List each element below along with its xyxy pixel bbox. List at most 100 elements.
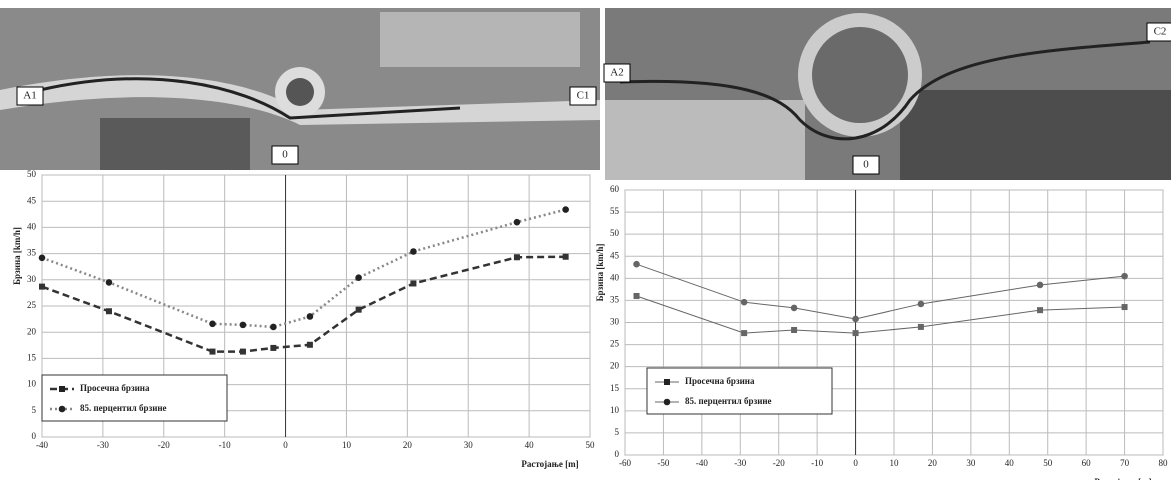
y-tick-label: 55 <box>610 206 620 216</box>
point <box>1037 282 1044 289</box>
y-tick-label: 40 <box>610 272 620 282</box>
point <box>562 206 569 213</box>
y-tick-label: 20 <box>610 361 620 371</box>
y-tick-label: 45 <box>27 195 37 205</box>
point <box>514 219 521 226</box>
y-tick-label: 50 <box>610 228 620 238</box>
point <box>563 254 569 260</box>
y-tick-label: 25 <box>27 300 37 310</box>
point <box>307 342 313 348</box>
x-tick-label: 70 <box>1120 458 1130 468</box>
x-tick-label: 0 <box>283 440 288 450</box>
y-tick-label: 30 <box>27 274 37 284</box>
y-tick-label: 15 <box>610 383 620 393</box>
x-tick-label: -40 <box>36 440 48 450</box>
legend-box <box>42 375 227 421</box>
point <box>741 299 748 306</box>
x-tick-label: 0 <box>853 458 858 468</box>
x-tick-label: -20 <box>773 458 785 468</box>
y-tick-label: 30 <box>610 317 620 327</box>
legend-label: 85. перцентил брзине <box>80 403 167 413</box>
x-tick-label: -20 <box>158 440 170 450</box>
photo-label: 0 <box>863 159 869 171</box>
legend-marker <box>59 406 66 413</box>
point <box>791 305 798 312</box>
point <box>1037 307 1043 313</box>
x-tick-label: 50 <box>586 440 596 450</box>
photo-label: C2 <box>1154 26 1167 38</box>
point <box>633 261 640 268</box>
point <box>240 322 247 329</box>
legend-marker <box>59 386 65 392</box>
legend-label: Просечна брзина <box>685 376 755 386</box>
x-tick-label: 40 <box>525 440 535 450</box>
aerial-photo <box>0 8 600 170</box>
y-axis-label: Брзина [km/h] <box>12 227 22 285</box>
x-axis-label: Растојање [m] <box>521 459 578 469</box>
x-tick-label: 20 <box>928 458 938 468</box>
point <box>918 301 925 308</box>
y-tick-label: 20 <box>27 326 37 336</box>
y-tick-label: 5 <box>615 427 620 437</box>
x-tick-label: 50 <box>1043 458 1053 468</box>
x-tick-label: -40 <box>696 458 708 468</box>
legend-marker <box>664 379 670 385</box>
figure: A1C1005101520253035404550-40-30-20-10010… <box>0 0 1171 480</box>
point <box>514 254 520 260</box>
y-tick-label: 35 <box>27 248 37 258</box>
photo-label: C1 <box>577 90 590 102</box>
point <box>307 313 314 320</box>
point <box>634 293 640 299</box>
point <box>106 308 112 314</box>
x-tick-label: 40 <box>1005 458 1015 468</box>
y-tick-label: 15 <box>27 352 37 362</box>
point <box>853 330 859 336</box>
y-tick-label: 60 <box>610 184 620 194</box>
y-tick-label: 5 <box>32 405 37 415</box>
x-tick-label: -30 <box>97 440 109 450</box>
photo-label: 0 <box>282 149 288 161</box>
point <box>106 279 113 286</box>
point <box>410 280 416 286</box>
legend-box <box>647 368 832 414</box>
y-tick-label: 10 <box>610 405 620 415</box>
point <box>356 307 362 313</box>
x-tick-label: 20 <box>403 440 413 450</box>
point <box>270 345 276 351</box>
point <box>39 284 45 290</box>
legend-label: 85. перцентил брзине <box>685 396 772 406</box>
point <box>741 330 747 336</box>
point <box>240 349 246 355</box>
x-tick-label: -50 <box>657 458 669 468</box>
y-tick-label: 50 <box>27 169 37 179</box>
aerial-photo <box>605 8 1171 180</box>
x-tick-label: 60 <box>1082 458 1092 468</box>
legend-label: Просечна брзина <box>80 383 150 393</box>
point <box>410 248 417 255</box>
point <box>270 324 277 331</box>
x-tick-label: 80 <box>1159 458 1169 468</box>
x-tick-label: 10 <box>890 458 900 468</box>
x-tick-label: -10 <box>219 440 231 450</box>
point <box>209 321 216 328</box>
y-axis-label: Брзина [km/h] <box>595 244 605 302</box>
point <box>852 316 859 323</box>
y-tick-label: 35 <box>610 294 620 304</box>
x-tick-label: 30 <box>464 440 474 450</box>
point <box>209 349 215 355</box>
point <box>791 327 797 333</box>
x-tick-label: -60 <box>619 458 631 468</box>
point <box>355 274 362 281</box>
x-tick-label: 30 <box>966 458 976 468</box>
photo-label: A1 <box>23 90 36 102</box>
y-tick-label: 25 <box>610 339 620 349</box>
y-tick-label: 45 <box>610 250 620 260</box>
point <box>1121 273 1128 280</box>
x-tick-label: 10 <box>342 440 352 450</box>
x-tick-label: -30 <box>734 458 746 468</box>
x-tick-label: -10 <box>811 458 823 468</box>
y-tick-label: 40 <box>27 221 37 231</box>
point <box>39 254 46 261</box>
photo-label: A2 <box>610 67 623 79</box>
legend-marker <box>664 399 671 406</box>
